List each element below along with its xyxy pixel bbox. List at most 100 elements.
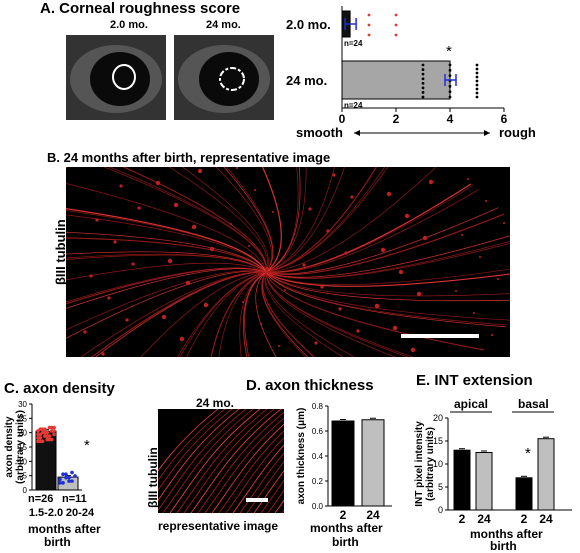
- y-tick-label: 0.6: [312, 427, 324, 436]
- speckle: [356, 329, 360, 333]
- nerve-fiber: [218, 430, 284, 513]
- y-tick-label: 0: [23, 486, 28, 495]
- nerve-fiber: [66, 237, 267, 273]
- nerve-fiber: [169, 409, 261, 513]
- x-tick-label: 0: [339, 112, 346, 126]
- data-point: [64, 472, 68, 477]
- speckle: [386, 191, 392, 197]
- eye-image-2mo: [66, 35, 166, 120]
- speckle: [125, 318, 129, 322]
- y-axis-label: axon thickness (μm): [296, 408, 307, 505]
- speckle: [485, 200, 487, 202]
- panel-b-title: B. 24 months after birth, representative…: [47, 150, 331, 165]
- bar: [361, 419, 385, 507]
- smooth-rough-arrow: [354, 130, 490, 136]
- speckle: [203, 302, 209, 308]
- speckle: [167, 258, 173, 264]
- y-axis-label: INT pixel intensity: [414, 421, 425, 507]
- data-point: [58, 481, 62, 485]
- nerve-fiber: [211, 423, 284, 513]
- nerve-fiber: [90, 271, 267, 357]
- speckle: [137, 206, 141, 210]
- nerve-fiber: [262, 271, 316, 357]
- bar: [475, 452, 493, 511]
- nerve-fiber: [108, 167, 267, 273]
- nerve-fiber: [186, 271, 267, 357]
- nerve-fiber: [232, 444, 284, 513]
- nerve-fiber: [265, 167, 437, 273]
- x-tick-label: 24: [366, 508, 380, 522]
- y-tick-label: 5: [438, 482, 443, 492]
- y-tick-label: 0.0: [312, 502, 324, 511]
- data-point: [367, 33, 371, 37]
- nerve-fiber: [66, 208, 267, 273]
- speckle: [236, 167, 238, 169]
- nerve-fiber: [66, 231, 267, 273]
- nerve-fiber: [66, 251, 267, 273]
- chart-d: 0.0 0.2 0.4 0.6 0.8 axon thickness (μm) 2 24 mo…: [296, 402, 392, 549]
- chart-a: 2.0 mo. n=24 24 mo. n=24 0 2 4 6 * smooth rough: [286, 6, 536, 140]
- y-axis-label: (arbitrary units): [425, 427, 436, 501]
- bar: [537, 438, 555, 511]
- nerve-fiber: [265, 271, 507, 328]
- data-point: [58, 477, 62, 482]
- data-point: [70, 470, 74, 475]
- data-point: [64, 475, 68, 480]
- x-tick-label: 24: [477, 512, 491, 526]
- speckle: [350, 195, 354, 199]
- y-tick-label: 10: [18, 457, 27, 466]
- chart-c-star: *: [84, 437, 90, 454]
- x-label-rough: rough: [499, 125, 536, 140]
- data-point: [475, 63, 479, 67]
- n-label: n=24: [344, 39, 363, 48]
- speckle: [398, 269, 404, 275]
- nerve-fiber: [158, 409, 219, 472]
- y-tick-label: 15: [18, 443, 27, 452]
- category-label: 2.0 mo.: [286, 17, 331, 32]
- y-tick-label: 10: [433, 459, 443, 469]
- nerve-fiber: [265, 271, 510, 297]
- y-tick-label: 25: [18, 414, 27, 423]
- data-point: [421, 86, 425, 90]
- nerve-fiber: [265, 242, 510, 279]
- x-tick-label: 2: [340, 508, 347, 522]
- nerve-fiber: [66, 253, 267, 273]
- speckle: [392, 325, 398, 331]
- nerve-fiber: [265, 271, 510, 321]
- speckle: [428, 179, 434, 185]
- speckle: [332, 173, 336, 177]
- speckle: [260, 323, 262, 325]
- data-point: [448, 95, 452, 99]
- panel-e-title: E. INT extension: [416, 372, 533, 389]
- speckle: [248, 245, 250, 247]
- chart-d-xlabel-2: birth: [332, 535, 359, 549]
- data-point: [475, 95, 479, 99]
- nerve-fiber: [158, 409, 233, 492]
- nerve-fiber: [66, 270, 267, 339]
- speckle: [107, 296, 111, 300]
- nerve-fiber: [226, 167, 274, 273]
- panel-c-title: C. axon density: [4, 380, 115, 397]
- nerve-fiber: [261, 167, 282, 273]
- speckle: [491, 334, 493, 336]
- chart-d-xlabel-1: months after: [310, 521, 383, 535]
- nerve-fiber: [66, 268, 267, 309]
- data-point: [475, 79, 479, 83]
- data-point: [475, 87, 479, 91]
- nerve-fiber: [158, 409, 226, 481]
- data-point: [475, 67, 479, 71]
- speckle: [119, 184, 123, 188]
- speckle: [344, 251, 348, 255]
- nerve-fiber: [225, 437, 284, 513]
- speckle: [254, 189, 256, 191]
- data-point: [421, 95, 425, 99]
- nerve-fiber: [204, 417, 284, 513]
- nerve-fiber: [243, 271, 267, 357]
- bar: [453, 449, 471, 511]
- speckle: [242, 301, 244, 303]
- speckle: [89, 274, 93, 278]
- data-point: [70, 479, 74, 483]
- panel-b-microscopy-image: [66, 167, 510, 357]
- nerve-fiber: [215, 167, 272, 273]
- data-point: [394, 33, 398, 37]
